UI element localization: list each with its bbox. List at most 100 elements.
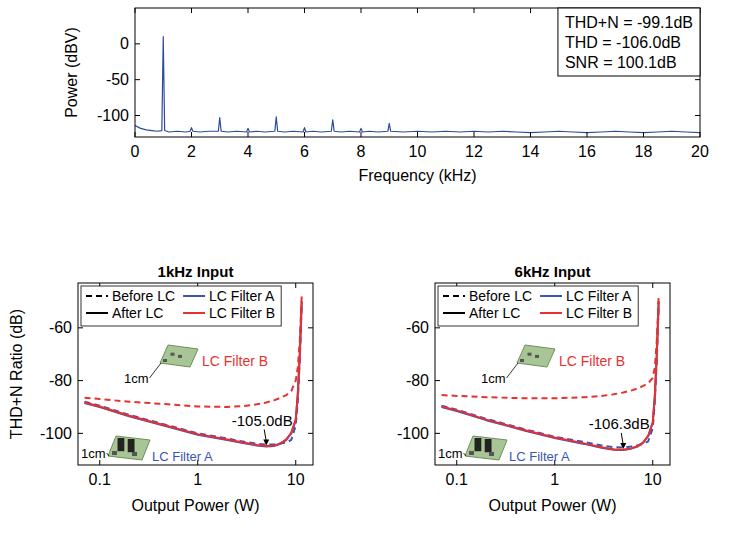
legend-swatch [183,312,205,314]
panel-title: 6kHz Input [515,263,591,280]
data-line [442,307,659,448]
x-tick [248,8,249,13]
x-axis-title: Output Power (W) [131,497,259,514]
y-tick [308,327,313,328]
pcb-part [528,353,532,356]
x-tick [295,460,296,465]
plot-frame [78,283,313,465]
x-tick [474,8,475,13]
legend-frame [81,286,281,326]
legend-label: Before LC [469,288,532,304]
plot-frame [135,8,700,137]
stats-text: THD = -106.0dB [565,34,681,51]
annotation-arrowhead [620,443,626,449]
y-tick [78,327,83,328]
x-tick-label: 4 [244,143,253,160]
x-tick-label: 10 [644,471,662,488]
inset-pointer [507,363,518,378]
inset-label: LC Filter A [152,449,213,464]
y-tick [435,433,440,434]
y-tick-label: -50 [106,71,129,88]
annotation-text: -106.3dB [589,415,650,432]
inset-scale: 1cm [481,371,506,386]
y-tick [78,433,83,434]
y-tick [665,380,670,381]
plot-frame [435,283,670,465]
legend-swatch [443,295,465,297]
x-tick [530,132,531,137]
annotation: -106.3dB [589,415,650,449]
y-tick-label: -60 [49,319,72,336]
x-tick-label: 8 [357,143,366,160]
y-tick [665,327,670,328]
data-line [85,307,302,445]
inset-label: LC Filter B [202,353,268,369]
panel: 02468101214161820-100-500Frequency (kHz)… [63,8,709,184]
x-tick [191,8,192,13]
annotation: -105.0dB [232,412,293,446]
x-tick [417,8,418,13]
x-tick [135,8,136,13]
y-tick-label: -80 [406,372,429,389]
stats-text: THD+N = -99.1dB [565,14,693,31]
pcb-board [465,436,507,460]
legend: Before LCAfter LCLC Filter ALC Filter B [81,286,281,326]
y-tick-label: -100 [97,107,129,124]
legend-label: LC Filter B [209,305,275,321]
legend-frame [438,286,638,326]
x-tick [474,132,475,137]
x-tick-label: 10 [287,471,305,488]
y-tick [435,380,440,381]
pcb-pad [163,359,167,362]
x-tick [361,8,362,13]
x-tick [652,283,653,288]
legend-swatch [86,312,108,314]
inset-pointer [107,453,109,456]
y-axis-title: THD+N Ratio (dB) [8,309,25,439]
x-tick [643,132,644,137]
x-tick-label: 0 [131,143,140,160]
x-tick-label: 12 [465,143,483,160]
y-tick-label: -60 [406,319,429,336]
inset-scale: 1cm [81,446,106,461]
pcb-inductor [128,439,135,452]
pcb-pad [469,451,474,455]
x-tick [295,283,296,288]
x-tick [530,8,531,13]
x-tick-label: 18 [635,143,653,160]
x-axis-title: Output Power (W) [488,497,616,514]
x-tick-label: 6 [300,143,309,160]
legend-label: LC Filter A [209,288,275,304]
pcb-inductor [475,438,482,451]
x-tick [304,132,305,137]
y-tick [78,380,83,381]
pcb-inductor [485,439,492,452]
pcb-board [160,345,198,367]
x-tick [361,132,362,137]
y-axis-title: Power (dBV) [63,27,80,118]
data-line [85,296,302,407]
pcb-part [535,355,539,358]
y-tick-label: 0 [120,35,129,52]
inset-pointer [150,363,161,378]
x-tick-label: 10 [409,143,427,160]
y-tick [135,115,140,116]
stats-frame [558,8,700,76]
annotation-text: -105.0dB [232,412,293,429]
inset: 1cmLC Filter B [124,345,268,386]
legend-swatch [86,295,108,297]
x-tick [304,8,305,13]
legend-swatch [540,312,562,314]
panel: 0.1110-100-80-60Output Power (W)6kHz Inp… [397,263,670,514]
inset: 1cmLC Filter A [438,436,570,464]
figure: 02468101214161820-100-500Frequency (kHz)… [0,0,740,546]
pcb-pad [132,452,137,456]
x-tick [248,132,249,137]
legend-label: After LC [469,305,520,321]
stats-text: SNR = 100.1dB [565,54,677,71]
legend-swatch [443,312,465,314]
pcb-part [178,355,182,358]
x-tick-label: 14 [522,143,540,160]
inset-pointer [464,453,466,456]
panel: 0.1110-100-80-60Output Power (W)THD+N Ra… [8,263,313,514]
